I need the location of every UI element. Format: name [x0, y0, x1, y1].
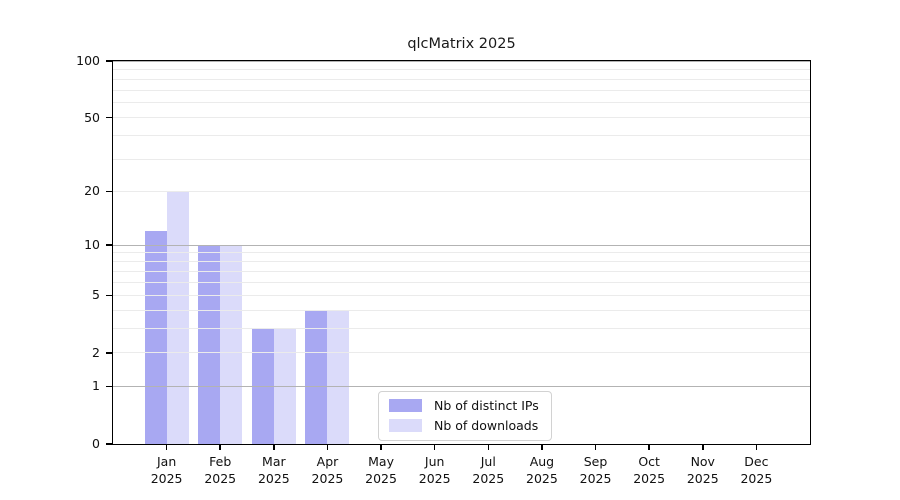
y-tick-mark [106, 294, 113, 297]
chart-title: qlcMatrix 2025 [407, 36, 516, 52]
bar-nb-of-distinct-ips-feb [198, 245, 221, 444]
x-tick-mark [702, 444, 704, 450]
y-tick-label: 2 [92, 344, 100, 360]
gridline-minor [113, 190, 810, 192]
bar-nb-of-distinct-ips-jan [144, 231, 167, 444]
legend-label-distinct-ips: Nb of distinct IPs [434, 398, 539, 413]
x-tick-mark [273, 444, 275, 450]
gridline-minor [113, 294, 810, 296]
gridline-major [113, 385, 810, 387]
gridline-minor [113, 252, 810, 254]
legend-swatch-downloads [389, 419, 422, 432]
x-tick-mark [594, 444, 597, 450]
x-tick-label-apr: Apr 2025 [311, 454, 344, 486]
gridline-minor [113, 270, 810, 272]
gridline-minor [113, 352, 810, 354]
x-tick-label-mar: Mar 2025 [257, 454, 290, 486]
gridline-minor [113, 89, 810, 91]
gridline-minor [113, 328, 810, 330]
x-tick-label-nov: Nov 2025 [686, 454, 719, 486]
gridline-minor [113, 102, 810, 104]
gridline-minor [113, 261, 810, 263]
legend-swatch-distinct-ips [389, 399, 422, 412]
x-tick-mark [541, 444, 543, 450]
y-tick-mark [106, 60, 113, 62]
x-tick-mark [487, 444, 490, 450]
gridline-minor [113, 78, 810, 80]
x-tick-label-may: May 2025 [365, 454, 397, 486]
bar-nb-of-distinct-ips-apr [305, 310, 328, 444]
y-tick-mark [106, 352, 113, 354]
y-tick-label: 10 [84, 237, 100, 252]
x-tick-mark [219, 444, 221, 450]
x-tick-mark [755, 444, 758, 450]
x-tick-label-jan: Jan 2025 [150, 454, 183, 486]
gridline-minor [113, 282, 810, 283]
legend-label-downloads: Nb of downloads [434, 418, 539, 433]
x-tick-label-feb: Feb 2025 [204, 454, 237, 486]
y-tick-label: 1 [92, 378, 100, 394]
x-tick-mark [433, 444, 436, 450]
y-tick-label: 50 [84, 109, 100, 125]
gridline-major [113, 60, 810, 62]
y-tick-mark [106, 443, 113, 445]
x-tick-mark [648, 444, 650, 450]
x-tick-label-sep: Sep 2025 [579, 454, 612, 486]
legend: Nb of distinct IPs Nb of downloads [378, 391, 552, 441]
y-tick-mark [106, 244, 113, 246]
gridline-minor [113, 309, 810, 311]
gridline-minor [113, 158, 810, 160]
bar-nb-of-downloads-feb [220, 245, 243, 444]
legend-item-downloads: Nb of downloads [389, 418, 539, 433]
x-tick-mark [380, 444, 382, 450]
x-tick-label-jun: Jun 2025 [418, 454, 451, 486]
y-tick-mark [106, 190, 113, 193]
gridline-major [113, 244, 810, 246]
y-tick-mark [106, 116, 113, 119]
bar-nb-of-downloads-apr [327, 310, 350, 444]
y-tick-label: 100 [76, 53, 100, 68]
x-tick-label-oct: Oct 2025 [633, 454, 666, 486]
gridline-minor [113, 69, 810, 71]
gridline-minor [113, 135, 810, 137]
x-tick-label-jul: Jul 2025 [472, 454, 505, 486]
gridline-minor [113, 117, 810, 119]
y-tick-label: 20 [84, 183, 100, 199]
x-tick-label-aug: Aug 2025 [526, 454, 558, 486]
legend-item-distinct-ips: Nb of distinct IPs [389, 398, 539, 413]
x-tick-mark [326, 444, 329, 450]
y-tick-label: 5 [92, 287, 100, 303]
plot-area [113, 60, 810, 444]
x-tick-label-dec: Dec 2025 [740, 454, 773, 486]
bar-nb-of-downloads-jan [166, 191, 189, 444]
x-tick-mark [165, 444, 168, 450]
y-tick-mark [106, 385, 113, 388]
y-tick-label: 0 [92, 436, 100, 451]
